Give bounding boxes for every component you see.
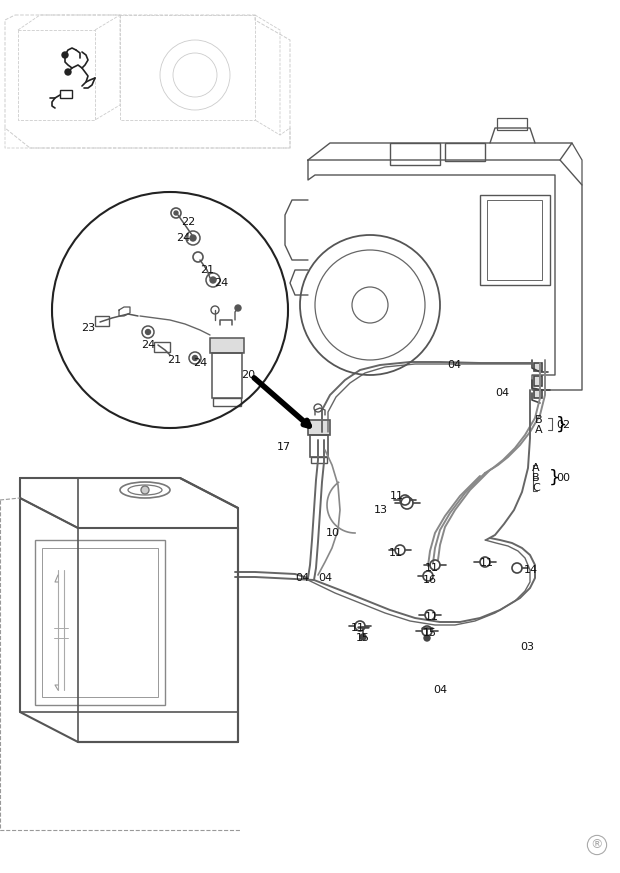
Bar: [154, 342, 170, 352]
Text: ®: ®: [591, 838, 603, 851]
Text: 04: 04: [447, 360, 461, 370]
Text: A: A: [535, 425, 543, 435]
Text: 24: 24: [193, 358, 207, 368]
Circle shape: [146, 329, 151, 334]
Text: B: B: [535, 415, 543, 425]
Text: 11: 11: [480, 558, 494, 568]
Bar: [497, 118, 527, 130]
Bar: [311, 457, 327, 463]
Text: 24: 24: [141, 340, 155, 350]
Circle shape: [65, 69, 71, 75]
Text: 24: 24: [214, 278, 228, 288]
Text: C: C: [532, 483, 540, 493]
Bar: [308, 420, 330, 435]
Text: 14: 14: [524, 565, 538, 575]
Text: }: }: [549, 469, 560, 487]
Text: 11: 11: [389, 548, 403, 558]
Bar: [210, 338, 244, 353]
Text: 22: 22: [181, 217, 195, 227]
Text: 15: 15: [423, 628, 437, 638]
Circle shape: [360, 634, 366, 640]
Text: 24: 24: [176, 233, 190, 243]
Text: 11: 11: [390, 491, 404, 501]
Text: }: }: [556, 416, 567, 434]
Text: A: A: [532, 463, 540, 473]
FancyArrowPatch shape: [254, 378, 309, 426]
Text: 00: 00: [556, 473, 570, 483]
Circle shape: [62, 52, 68, 58]
Text: 20: 20: [241, 370, 255, 380]
Text: 11: 11: [425, 612, 439, 622]
Bar: [390, 143, 440, 165]
Circle shape: [235, 305, 241, 311]
Text: 10: 10: [326, 528, 340, 538]
Text: 23: 23: [81, 323, 95, 333]
Bar: [445, 143, 485, 161]
Text: 04: 04: [318, 573, 332, 583]
Text: 04: 04: [433, 685, 447, 695]
Bar: [534, 376, 542, 386]
Text: B: B: [532, 473, 540, 483]
Bar: [95, 316, 109, 326]
Text: 04: 04: [295, 573, 309, 583]
Text: 11: 11: [351, 623, 365, 633]
Circle shape: [174, 211, 178, 215]
Bar: [212, 353, 242, 398]
Bar: [534, 363, 542, 371]
Text: 15: 15: [356, 633, 370, 643]
Bar: [487, 200, 542, 280]
Circle shape: [141, 486, 149, 494]
Text: 11: 11: [425, 563, 439, 573]
Text: 16: 16: [423, 575, 437, 585]
Text: 13: 13: [374, 505, 388, 515]
Text: 03: 03: [520, 642, 534, 652]
Text: 02: 02: [556, 420, 570, 430]
Bar: [60, 90, 72, 98]
Circle shape: [210, 277, 216, 283]
Bar: [42, 548, 158, 697]
Bar: [310, 435, 328, 457]
Circle shape: [192, 355, 198, 361]
Circle shape: [424, 635, 430, 641]
Text: 21: 21: [200, 265, 214, 275]
Circle shape: [190, 235, 196, 241]
Bar: [480, 195, 550, 285]
Text: 04: 04: [495, 388, 509, 398]
Text: 17: 17: [277, 442, 291, 452]
Text: 21: 21: [167, 355, 181, 365]
Bar: [534, 390, 542, 398]
Bar: [213, 398, 241, 406]
Bar: [35, 540, 165, 705]
